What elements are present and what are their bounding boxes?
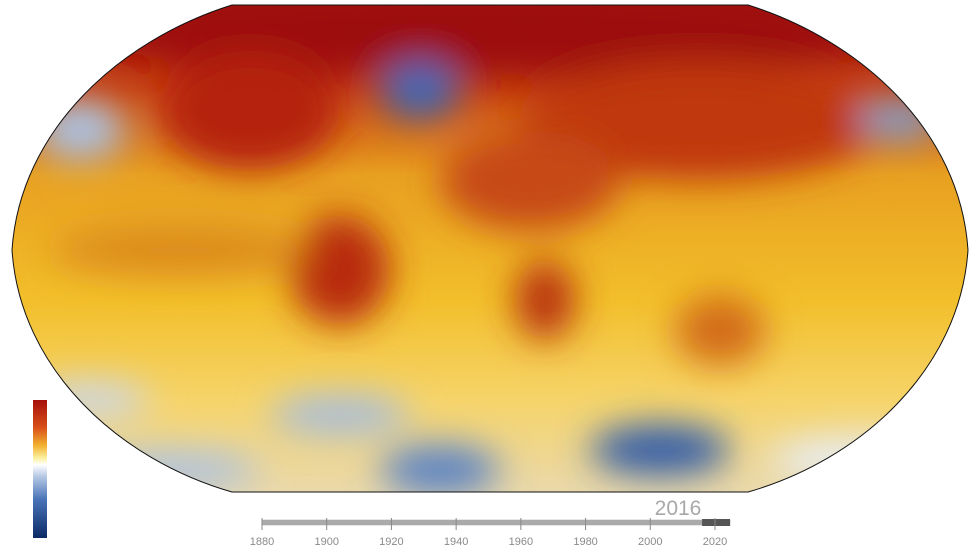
year-label: 2016	[655, 497, 702, 520]
timeline-tick-label: 1900	[314, 536, 338, 548]
timeline-tick-label: 2020	[703, 536, 727, 548]
color-scale	[33, 400, 47, 538]
timeline-progress	[262, 520, 703, 525]
timeline-tick-label: 1940	[444, 536, 468, 548]
timeline-tick-label: 1880	[250, 536, 274, 548]
timeline-tick-label: 1960	[509, 536, 533, 548]
year-handle	[702, 519, 731, 526]
map-outline	[11, 4, 969, 493]
timeline-tick-label: 1980	[573, 536, 597, 548]
timeline-tick-label: 1920	[379, 536, 403, 548]
timeline-tick-label: 2000	[638, 536, 662, 548]
anomaly-map	[12, 5, 968, 492]
